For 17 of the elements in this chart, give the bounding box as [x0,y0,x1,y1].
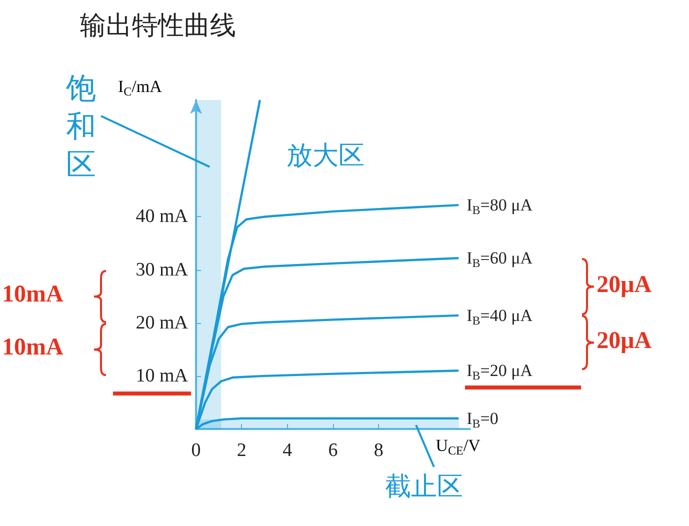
y-tick-label: 40 mA [136,206,188,228]
x-tick-label: 4 [282,440,293,461]
x-tick-label: 0 [191,440,201,461]
text: 20μA [596,272,652,298]
annotation: 放大区 [286,141,365,172]
text: 10mA [2,281,64,308]
y-tick-label: 20 mA [136,312,188,334]
band-label: 饱和区 [65,72,96,182]
chart-title: 输出特性曲线 [80,11,236,41]
y-tick-label: 30 mA [136,259,188,280]
band-label: 截止区 [385,472,464,502]
y-tick-label: 10 mA [136,365,188,386]
x-tick-label: 6 [328,440,338,461]
x-tick-label: 2 [236,440,246,461]
text: 20μA [596,328,652,354]
x-tick-label: 8 [374,440,384,461]
text: 10mA [2,334,64,360]
